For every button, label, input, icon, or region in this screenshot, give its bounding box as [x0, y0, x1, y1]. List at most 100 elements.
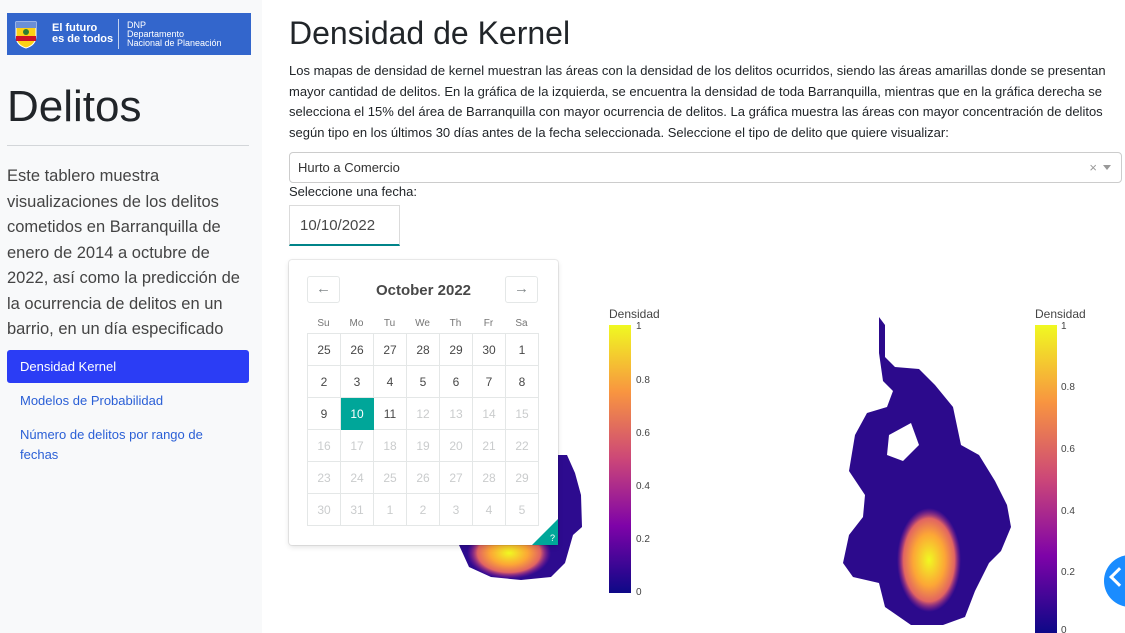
sidebar-title: Delitos — [7, 82, 142, 131]
calendar-day-disabled: 20 — [439, 429, 473, 462]
logo-divider — [118, 19, 119, 49]
calendar-day-disabled: 2 — [406, 493, 440, 526]
calendar-week: 25 26 27 28 29 30 1 — [307, 333, 539, 366]
calendar-week: 2 3 4 5 6 7 8 — [307, 365, 539, 398]
calendar-week: 23 24 25 26 27 28 29 — [307, 461, 539, 494]
main-content: Densidad de Kernel Los mapas de densidad… — [289, 0, 1125, 633]
calendar-day[interactable]: 2 — [307, 365, 341, 398]
left-tick-1: 1 — [636, 321, 642, 332]
calendar-day-disabled: 28 — [472, 461, 506, 494]
calendar-day-disabled: 12 — [406, 397, 440, 430]
calendar-day-disabled: 3 — [439, 493, 473, 526]
calendar-day-disabled: 13 — [439, 397, 473, 430]
right-hotspot — [897, 508, 961, 612]
weekday-label: Tu — [383, 318, 396, 329]
logo-org-line2: Departamento — [127, 28, 185, 39]
calendar-day[interactable]: 9 — [307, 397, 341, 430]
calendar-day[interactable]: 7 — [472, 365, 506, 398]
calendar-week: 9 10 11 12 13 14 15 — [307, 397, 539, 430]
calendar-day-selected[interactable]: 10 — [340, 397, 374, 430]
gov-logo-banner: El futuro es de todos DNP Departamento N… — [7, 13, 251, 55]
weekday-header: Su Mo Tu We Th Fr Sa — [307, 318, 538, 329]
nav-modelos-probabilidad[interactable]: Modelos de Probabilidad — [20, 393, 164, 408]
right-map-notch — [887, 423, 919, 461]
calendar-day[interactable]: 26 — [340, 333, 374, 366]
right-tick-04: 0.4 — [1061, 506, 1075, 517]
intro-text: Los mapas de densidad de kernel muestran… — [289, 63, 1106, 140]
calendar-grid: 25 26 27 28 29 30 1 2 3 4 5 6 7 8 9 10 1… — [307, 333, 539, 526]
left-tick-04: 0.4 — [636, 481, 650, 492]
logo-slogan-line2: es de todos — [52, 33, 114, 45]
dropdown-selected-value: Hurto a Comercio — [298, 160, 400, 175]
crime-type-dropdown[interactable]: Hurto a Comercio × — [289, 152, 1122, 183]
calendar-day-disabled: 25 — [373, 461, 407, 494]
weekday-label: We — [415, 318, 430, 329]
calendar-day[interactable]: 3 — [340, 365, 374, 398]
calendar-day[interactable]: 6 — [439, 365, 473, 398]
left-tick-0: 0 — [636, 587, 642, 598]
logo-slogan: El futuro es de todos — [52, 23, 114, 45]
date-picker-calendar: ← October 2022 → Su Mo Tu We Th Fr Sa 25… — [289, 260, 558, 545]
weekday-label: Sa — [515, 318, 528, 329]
nav-numero-delitos[interactable]: Número de delitos por rango de fechas — [20, 427, 203, 462]
help-icon[interactable]: ? — [549, 533, 555, 543]
clear-icon[interactable]: × — [1089, 160, 1097, 175]
logo-org-acronym: DNP — [127, 19, 147, 30]
left-colorbar-title: Densidad — [609, 307, 660, 321]
prev-month-button[interactable]: ← — [307, 276, 340, 303]
calendar-day-disabled: 27 — [439, 461, 473, 494]
sidebar-nav: Densidad Kernel Modelos de Probabilidad … — [7, 350, 249, 465]
left-colorbar — [609, 325, 631, 593]
weekday-label: Su — [317, 318, 330, 329]
calendar-day[interactable]: 1 — [505, 333, 539, 366]
calendar-day-disabled: 16 — [307, 429, 341, 462]
left-tick-08: 0.8 — [636, 375, 650, 386]
side-panel-toggle[interactable] — [1104, 555, 1125, 607]
logo-org-line3: Nacional de Planeación — [127, 37, 222, 48]
weekday-label: Fr — [483, 318, 494, 329]
sidebar-description: Este tablero muestra visualizaciones de … — [7, 167, 240, 338]
calendar-day-disabled: 23 — [307, 461, 341, 494]
chevron-left-icon — [1109, 567, 1125, 587]
logo-slogan-line1: El futuro — [52, 22, 98, 34]
right-tick-08: 0.8 — [1061, 382, 1075, 393]
calendar-day-disabled: 1 — [373, 493, 407, 526]
right-tick-02: 0.2 — [1061, 567, 1075, 578]
calendar-day-disabled: 17 — [340, 429, 374, 462]
colombia-shield-icon — [12, 18, 40, 50]
calendar-day[interactable]: 25 — [307, 333, 341, 366]
calendar-day-disabled: 26 — [406, 461, 440, 494]
weekday-label: Th — [449, 318, 462, 329]
calendar-day-disabled: 4 — [472, 493, 506, 526]
calendar-day[interactable]: 28 — [406, 333, 440, 366]
chevron-down-icon[interactable] — [1103, 165, 1111, 170]
right-colorbar — [1035, 325, 1057, 633]
sidebar: El futuro es de todos DNP Departamento N… — [0, 0, 262, 633]
calendar-day[interactable]: 30 — [472, 333, 506, 366]
calendar-day-disabled: 19 — [406, 429, 440, 462]
date-input[interactable]: 10/10/2022 — [289, 205, 400, 246]
nav-densidad-kernel[interactable]: Densidad Kernel — [7, 350, 249, 383]
calendar-day[interactable]: 5 — [406, 365, 440, 398]
calendar-day[interactable]: 8 — [505, 365, 539, 398]
calendar-month-title: October 2022 — [375, 282, 472, 299]
calendar-day-disabled: 18 — [373, 429, 407, 462]
density-charts: Densidad 1 0.8 0.6 0.4 0.2 0 Densidad 1 … — [459, 307, 1086, 633]
right-tick-0: 0 — [1061, 625, 1067, 633]
calendar-day-disabled: 31 — [340, 493, 374, 526]
left-tick-06: 0.6 — [636, 428, 650, 439]
calendar-day[interactable]: 11 — [373, 397, 407, 430]
right-colorbar-title: Densidad — [1035, 307, 1086, 321]
next-month-button[interactable]: → — [505, 276, 538, 303]
keyboard-help-button[interactable] — [532, 519, 558, 545]
right-density-map — [843, 317, 1011, 625]
weekday-label: Mo — [349, 318, 364, 329]
left-tick-02: 0.2 — [636, 534, 650, 545]
calendar-day[interactable]: 4 — [373, 365, 407, 398]
calendar-day[interactable]: 29 — [439, 333, 473, 366]
page-title: Densidad de Kernel — [289, 15, 571, 51]
logo-org: DNP Departamento Nacional de Planeación — [127, 19, 222, 48]
calendar-week: 16 17 18 19 20 21 22 — [307, 429, 539, 462]
calendar-day[interactable]: 27 — [373, 333, 407, 366]
calendar-day-disabled: 22 — [505, 429, 539, 462]
